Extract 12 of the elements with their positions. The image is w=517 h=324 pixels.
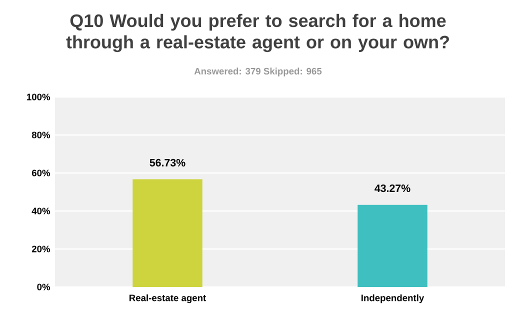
y-tick-label: 60% xyxy=(32,170,50,176)
chart-title: Q10 Would you prefer to search for a home through a real-estate agent or on your own? xyxy=(66,14,449,52)
y-tick-label: 40% xyxy=(32,208,50,214)
chart-subtitle: Answered: 379 Skipped: 965 xyxy=(194,68,322,76)
y-tick-label: 80% xyxy=(32,132,50,138)
y-tick-label: 0% xyxy=(37,284,50,290)
data-label: 56.73% xyxy=(150,158,186,166)
y-tick-label: 100% xyxy=(27,94,50,100)
x-tick-label: Real-estate agent xyxy=(129,294,206,304)
x-tick-label: Independently xyxy=(361,294,424,304)
data-label: 43.27% xyxy=(374,184,410,192)
y-tick-label: 20% xyxy=(32,246,50,252)
